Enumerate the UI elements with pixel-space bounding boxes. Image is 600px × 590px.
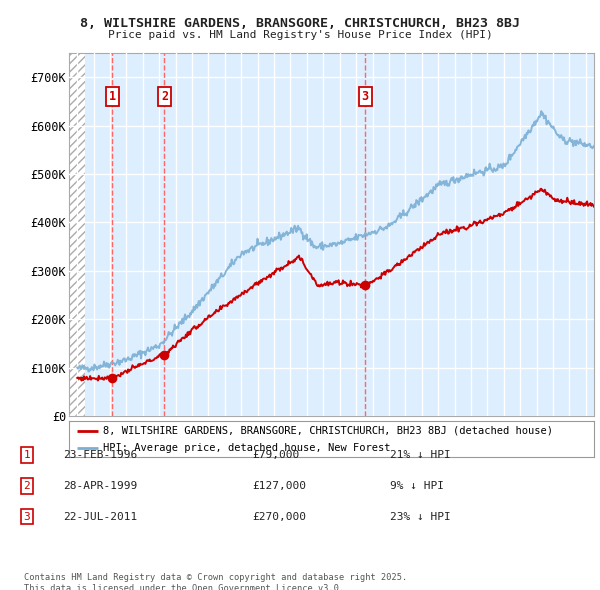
Text: 1: 1 (23, 450, 31, 460)
Text: 1: 1 (109, 90, 116, 103)
Text: 21% ↓ HPI: 21% ↓ HPI (390, 450, 451, 460)
Text: 9% ↓ HPI: 9% ↓ HPI (390, 481, 444, 491)
Text: 3: 3 (23, 512, 31, 522)
Text: 8, WILTSHIRE GARDENS, BRANSGORE, CHRISTCHURCH, BH23 8BJ: 8, WILTSHIRE GARDENS, BRANSGORE, CHRISTC… (80, 17, 520, 30)
Bar (69, 53, 85, 416)
Text: 2: 2 (161, 90, 168, 103)
Text: HPI: Average price, detached house, New Forest: HPI: Average price, detached house, New … (103, 443, 391, 453)
Text: 23% ↓ HPI: 23% ↓ HPI (390, 512, 451, 522)
Text: 8, WILTSHIRE GARDENS, BRANSGORE, CHRISTCHURCH, BH23 8BJ (detached house): 8, WILTSHIRE GARDENS, BRANSGORE, CHRISTC… (103, 426, 553, 436)
Text: 23-FEB-1996: 23-FEB-1996 (63, 450, 137, 460)
Text: £127,000: £127,000 (252, 481, 306, 491)
Text: £79,000: £79,000 (252, 450, 299, 460)
Text: Price paid vs. HM Land Registry's House Price Index (HPI): Price paid vs. HM Land Registry's House … (107, 30, 493, 40)
Text: 3: 3 (362, 90, 368, 103)
Text: £270,000: £270,000 (252, 512, 306, 522)
Text: 22-JUL-2011: 22-JUL-2011 (63, 512, 137, 522)
Text: 28-APR-1999: 28-APR-1999 (63, 481, 137, 491)
Text: 2: 2 (23, 481, 31, 491)
Text: Contains HM Land Registry data © Crown copyright and database right 2025.
This d: Contains HM Land Registry data © Crown c… (24, 573, 407, 590)
